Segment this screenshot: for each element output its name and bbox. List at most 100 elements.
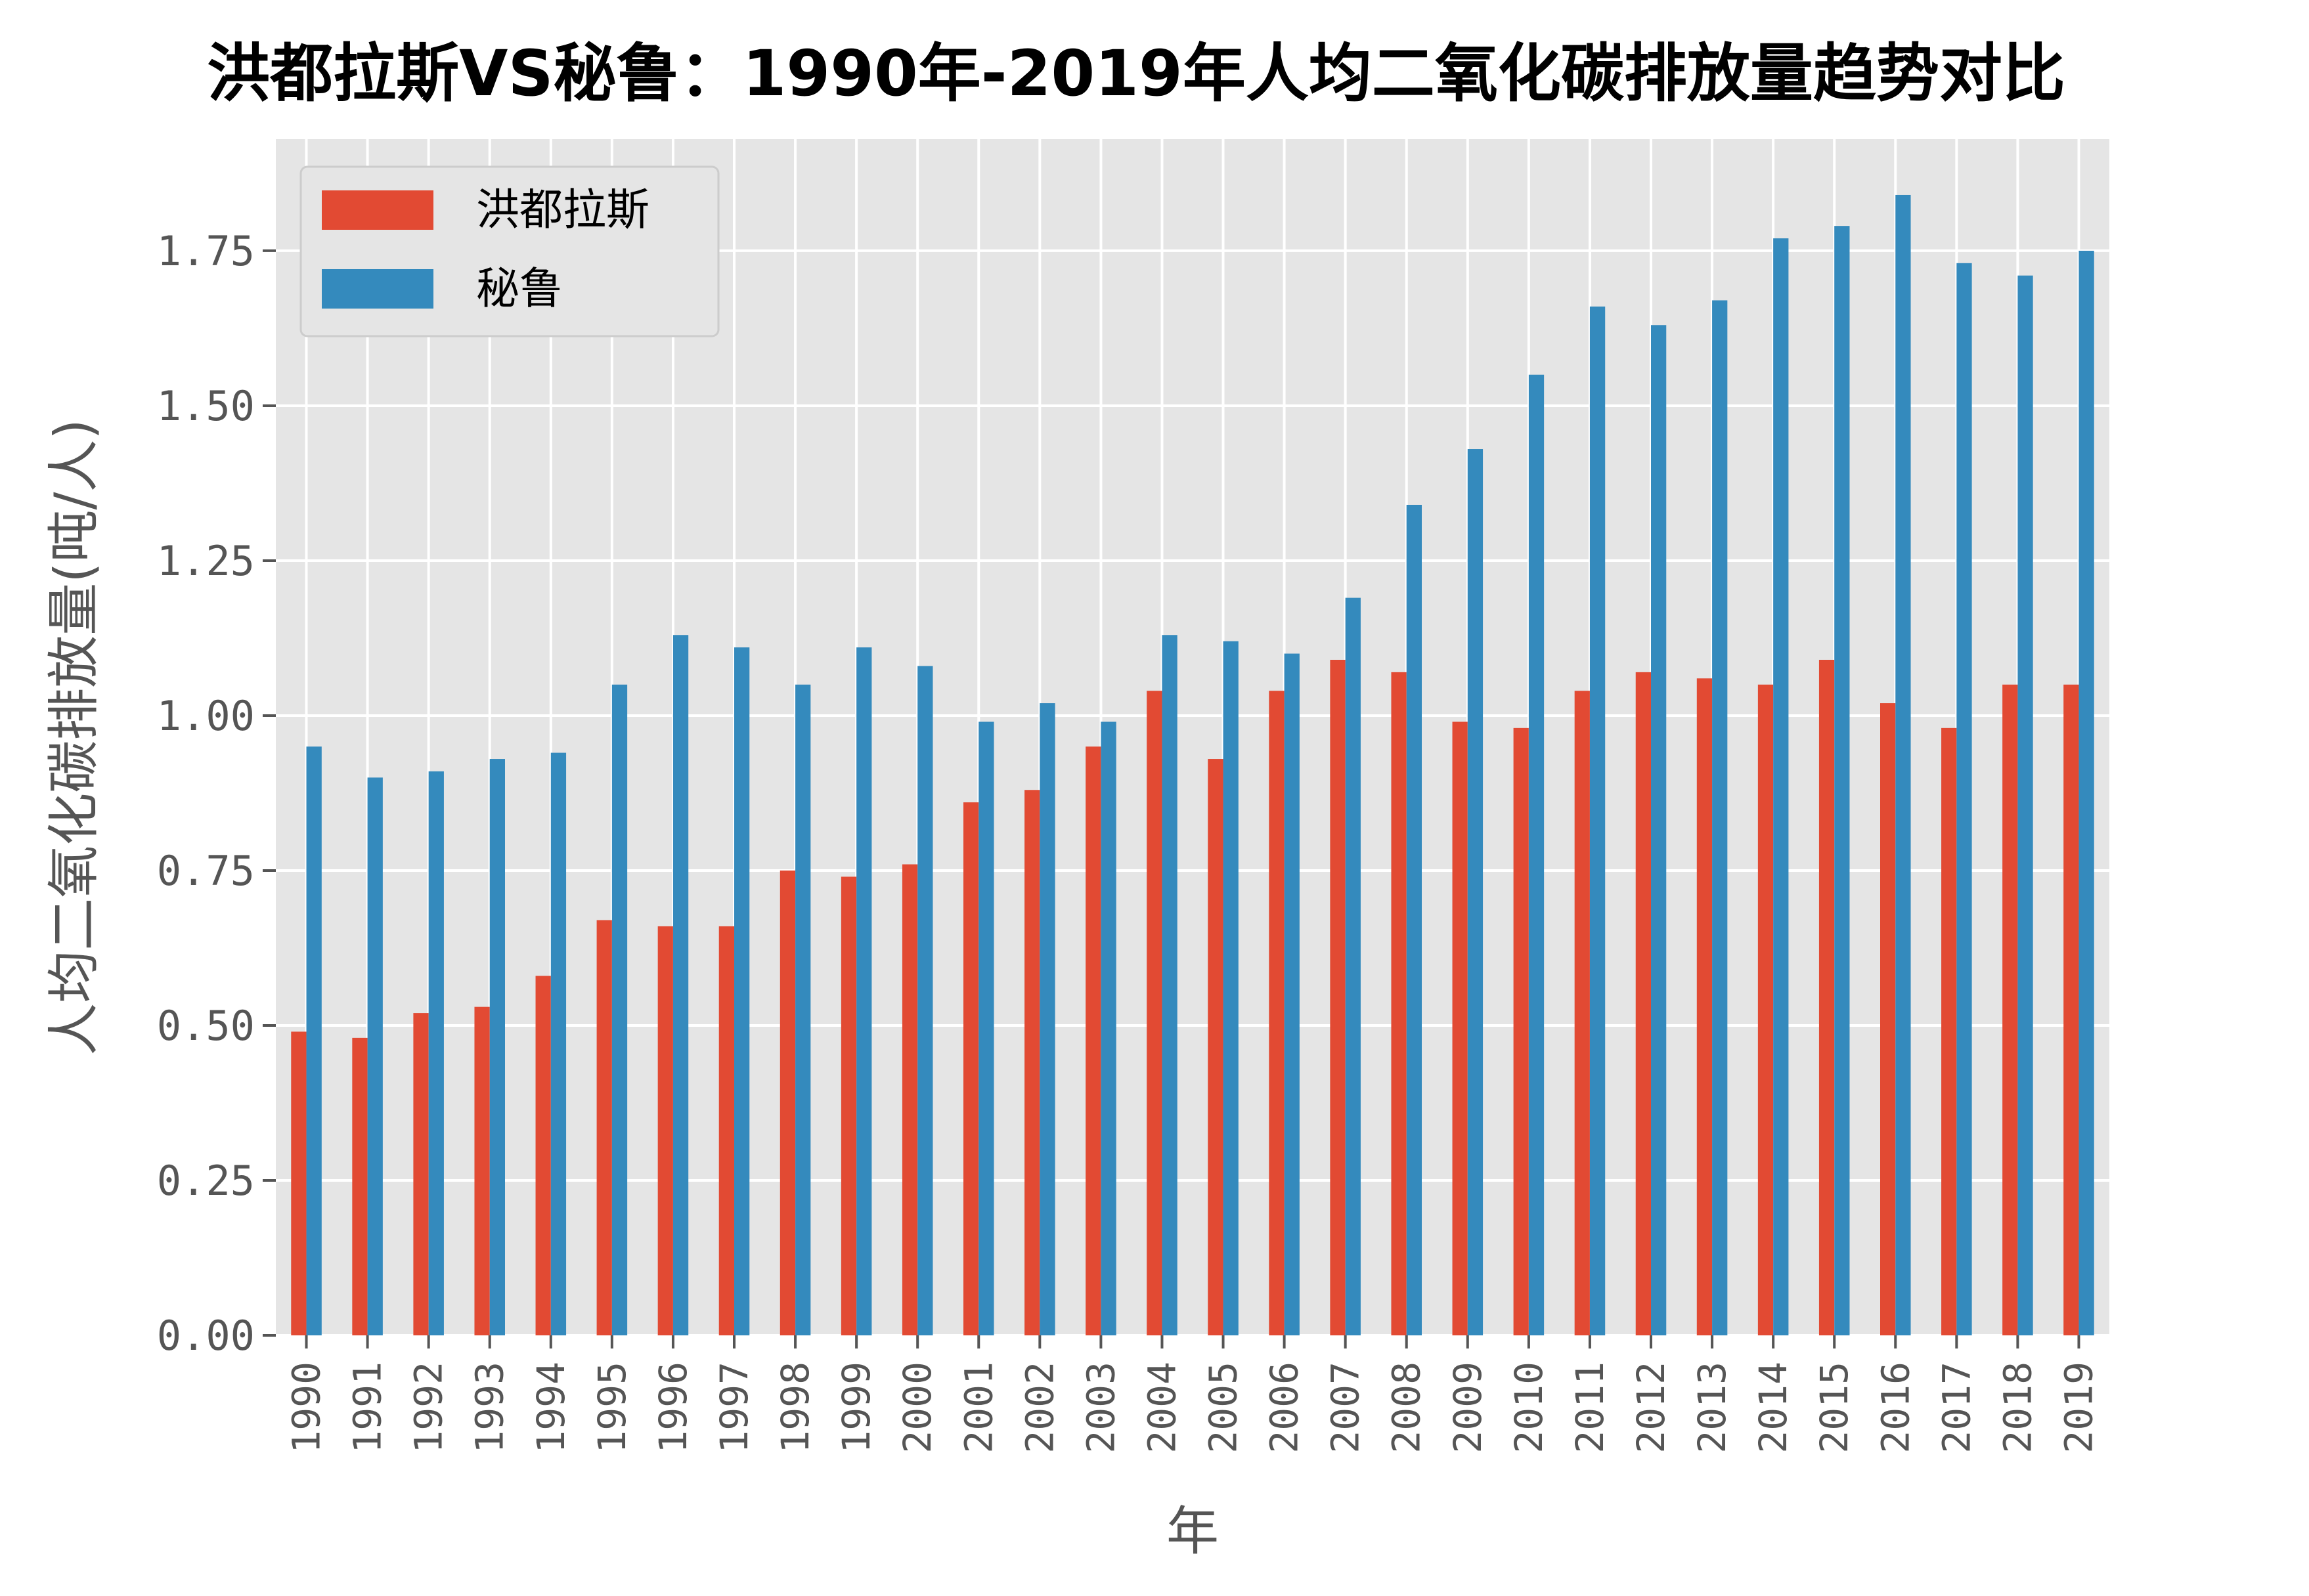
bar-honduras-2017	[1941, 727, 1957, 1335]
x-tick-label: 2001	[956, 1362, 1001, 1454]
bar-honduras-2006	[1269, 691, 1285, 1335]
y-tick-label: 0.25	[157, 1157, 255, 1205]
x-tick-label: 2016	[1873, 1362, 1918, 1454]
bar-peru-1999	[856, 647, 872, 1335]
bar-peru-1998	[795, 684, 811, 1335]
x-tick-label: 2012	[1629, 1362, 1673, 1454]
bar-honduras-1990	[291, 1031, 307, 1335]
bar-peru-1994	[550, 752, 567, 1335]
bar-honduras-1997	[718, 926, 734, 1335]
bar-peru-2019	[2078, 250, 2094, 1335]
bar-peru-2004	[1162, 635, 1177, 1335]
x-tick-label: 2007	[1323, 1362, 1368, 1454]
bar-peru-1996	[672, 635, 689, 1335]
x-tick-label: 1999	[834, 1362, 879, 1454]
x-tick-label: 1992	[407, 1362, 451, 1454]
y-tick-label: 0.75	[157, 847, 255, 895]
bar-peru-2013	[1712, 300, 1728, 1335]
bar-honduras-2015	[1818, 659, 1835, 1335]
bar-peru-2011	[1589, 306, 1606, 1335]
y-tick-label: 1.00	[157, 692, 255, 740]
axis-ticks: 0.00 0.25 0.50 0.75 1.00 1.25 1.50 1.75 1990 1991…	[157, 227, 2101, 1454]
bar-honduras-2019	[2063, 684, 2079, 1335]
bar-peru-1995	[611, 684, 628, 1335]
x-tick-label: 1997	[712, 1362, 757, 1454]
bar-honduras-1992	[413, 1013, 429, 1335]
bar-honduras-2004	[1147, 691, 1162, 1335]
x-tick-label: 1996	[651, 1362, 695, 1454]
x-tick-label: 2015	[1812, 1362, 1857, 1454]
x-tick-label: 1993	[468, 1362, 512, 1454]
x-tick-label: 1998	[773, 1362, 818, 1454]
chart-title: 洪都拉斯VS秘鲁：1990年-2019年人均二氧化碳排放量趋势对比	[207, 37, 2065, 110]
bars	[291, 194, 2094, 1336]
x-tick-label: 2019	[2056, 1362, 2101, 1454]
bar-honduras-1998	[780, 870, 796, 1335]
x-axis-label: 年	[1166, 1501, 1219, 1562]
y-tick-label: 1.50	[157, 382, 255, 430]
bar-peru-2009	[1467, 449, 1484, 1335]
bar-honduras-2012	[1635, 672, 1651, 1335]
y-tick-label: 1.25	[157, 537, 255, 585]
bar-peru-2005	[1223, 641, 1239, 1335]
x-tick-label: 2013	[1690, 1362, 1734, 1454]
bar-honduras-1995	[596, 920, 612, 1335]
y-tick-label: 0.00	[157, 1312, 255, 1360]
legend-swatch-honduras	[322, 190, 433, 230]
x-tick-label: 1995	[590, 1362, 634, 1454]
legend: 洪都拉斯 秘鲁	[299, 165, 720, 337]
bar-honduras-1994	[535, 976, 551, 1335]
bar-honduras-2002	[1024, 790, 1040, 1335]
bar-peru-2003	[1101, 722, 1116, 1335]
bar-honduras-2016	[1880, 703, 1896, 1335]
x-tick-label: 2000	[895, 1362, 940, 1454]
bar-peru-1992	[428, 771, 444, 1335]
x-tick-label: 2002	[1017, 1362, 1062, 1454]
x-tick-label: 2018	[1995, 1362, 2040, 1454]
bar-honduras-2010	[1513, 727, 1529, 1335]
y-tick-label: 0.50	[157, 1002, 255, 1050]
x-tick-label: 2008	[1384, 1362, 1429, 1454]
bar-honduras-1996	[657, 926, 673, 1335]
x-tick-label: 1990	[284, 1362, 329, 1454]
y-tick-label: 1.75	[157, 227, 255, 275]
bar-honduras-2011	[1574, 691, 1590, 1335]
bar-peru-2017	[1956, 263, 1972, 1335]
bar-peru-2006	[1284, 653, 1300, 1335]
bar-honduras-1991	[352, 1037, 368, 1335]
x-tick-label: 2010	[1506, 1362, 1551, 1454]
x-tick-label: 2003	[1078, 1362, 1123, 1454]
bar-honduras-2018	[2002, 684, 2018, 1335]
bar-peru-2018	[2017, 275, 2033, 1336]
bar-peru-2007	[1345, 597, 1361, 1335]
x-tick-label: 2004	[1139, 1362, 1184, 1454]
bar-peru-1990	[306, 746, 322, 1335]
bar-peru-2012	[1651, 325, 1667, 1336]
bar-peru-2000	[917, 666, 933, 1335]
bar-peru-2015	[1834, 226, 1850, 1336]
x-tick-label: 2006	[1262, 1362, 1307, 1454]
bar-peru-2002	[1040, 703, 1055, 1335]
plot-area	[276, 139, 2109, 1335]
bar-honduras-2005	[1208, 759, 1223, 1335]
bar-honduras-2014	[1757, 684, 1774, 1335]
bar-honduras-2008	[1391, 672, 1407, 1335]
bar-honduras-1993	[474, 1006, 490, 1335]
bar-honduras-1999	[841, 876, 857, 1335]
x-tick-label: 2011	[1568, 1362, 1612, 1454]
y-axis-label: 人均二氧化碳排放量(吨/人)	[43, 419, 104, 1055]
x-tick-label: 2009	[1445, 1362, 1490, 1454]
bar-peru-2014	[1773, 238, 1789, 1335]
legend-label-honduras: 洪都拉斯	[476, 184, 649, 235]
x-tick-label: 2005	[1201, 1362, 1246, 1454]
bar-peru-1997	[734, 647, 750, 1335]
legend-swatch-peru	[322, 269, 433, 309]
bar-honduras-2000	[902, 864, 918, 1335]
bar-peru-2008	[1406, 504, 1422, 1336]
bar-peru-2010	[1528, 374, 1545, 1335]
bar-peru-1991	[367, 777, 383, 1335]
x-tick-label: 1991	[345, 1362, 390, 1454]
bar-honduras-2013	[1696, 678, 1713, 1335]
bar-peru-1993	[489, 759, 505, 1335]
